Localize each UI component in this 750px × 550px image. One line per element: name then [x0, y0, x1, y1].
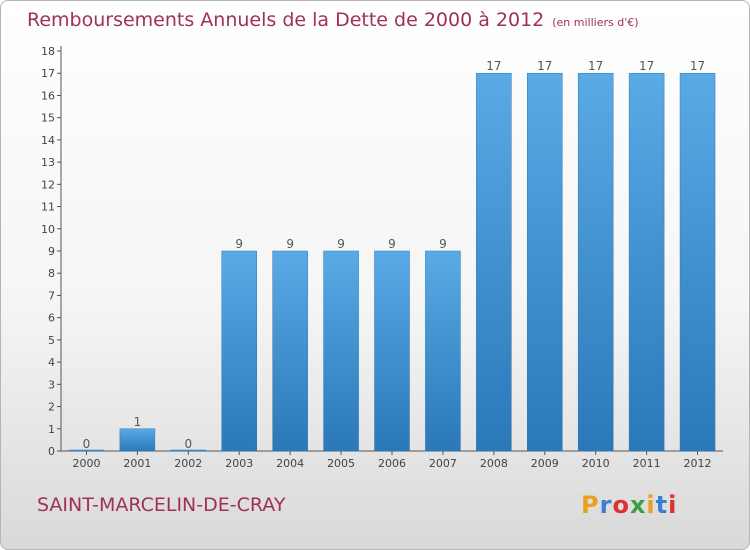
bar-2006: [374, 250, 410, 452]
y-tick-label: 1: [48, 423, 55, 436]
y-tick-label: 16: [41, 89, 55, 102]
x-tick-label: 2011: [633, 457, 661, 470]
y-tick-label: 17: [41, 67, 55, 80]
y-tick-label: 2: [48, 401, 55, 414]
y-tick-label: 10: [41, 223, 55, 236]
data-label-2000: 0: [83, 437, 91, 451]
commune-name: SAINT-MARCELIN-DE-CRAY: [37, 494, 286, 516]
chart-data-labels: 0 1 0 9 9 9 9 9 17 17 17 17 17: [83, 59, 706, 451]
bar-2005: [323, 250, 359, 452]
logo-letter: r: [599, 491, 613, 519]
logo-letter: t: [655, 491, 669, 519]
data-label-2010: 17: [588, 59, 603, 73]
data-label-2008: 17: [486, 59, 501, 73]
bar-2001: [119, 428, 156, 452]
x-tick-label: 2007: [429, 457, 457, 470]
bar-2007: [425, 250, 461, 452]
x-tick-label: 2008: [480, 457, 508, 470]
data-label-2011: 17: [639, 59, 654, 73]
bar-2004: [272, 250, 308, 452]
x-tick-label: 2012: [684, 457, 712, 470]
data-label-2004: 9: [286, 237, 294, 251]
proxiti-logo: Proxiti: [581, 491, 677, 519]
x-tick-label: 2003: [225, 457, 253, 470]
y-tick-label: 14: [41, 134, 55, 147]
logo-letter: P: [581, 491, 600, 519]
y-tick-label: 6: [48, 312, 55, 325]
x-tick-label: 2005: [327, 457, 355, 470]
x-tick-label: 2004: [276, 457, 304, 470]
bar-2000: [68, 449, 105, 452]
bar-2009: [527, 72, 563, 452]
data-label-2007: 9: [439, 237, 447, 251]
y-tick-label: 0: [48, 445, 55, 458]
y-tick-label: 8: [48, 267, 55, 280]
data-label-2006: 9: [388, 237, 396, 251]
bar-2002: [170, 449, 207, 452]
x-tick-label: 2002: [174, 457, 202, 470]
chart-title-text: Remboursements Annuels de la Dette de 20…: [27, 9, 545, 31]
x-tick-label: 2001: [123, 457, 151, 470]
data-label-2001: 1: [134, 415, 142, 429]
logo-letter: x: [629, 491, 647, 519]
logo-letter: i: [646, 491, 656, 519]
data-label-2009: 17: [537, 59, 552, 73]
y-tick-label: 4: [48, 356, 55, 369]
y-tick-label: 15: [41, 112, 55, 125]
data-label-2002: 0: [184, 437, 192, 451]
x-tick-label: 2006: [378, 457, 406, 470]
x-tick-label: 2009: [531, 457, 559, 470]
bar-2010: [577, 72, 614, 452]
x-tick-label: 2010: [582, 457, 610, 470]
chart-bars: [68, 72, 716, 452]
bar-2011: [628, 72, 665, 452]
y-tick-label: 12: [41, 178, 55, 191]
chart-unit: (en milliers d'€): [552, 16, 639, 29]
bar-2003: [221, 250, 257, 452]
bar-2008: [476, 72, 512, 452]
data-label-2005: 9: [337, 237, 345, 251]
y-tick-label: 3: [48, 378, 55, 391]
data-label-2012: 17: [690, 59, 705, 73]
y-tick-label: 9: [48, 245, 55, 258]
bar-2012: [679, 72, 716, 452]
y-tick-label: 11: [41, 201, 55, 214]
y-tick-label: 18: [41, 45, 55, 58]
y-tick-label: 5: [48, 334, 55, 347]
data-label-2003: 9: [235, 237, 243, 251]
logo-letter: o: [612, 491, 630, 519]
x-tick-label: 2000: [72, 457, 100, 470]
y-tick-label: 7: [48, 289, 55, 302]
y-tick-label: 13: [41, 156, 55, 169]
chart-title: Remboursements Annuels de la Dette de 20…: [27, 9, 639, 31]
logo-letter: i: [668, 491, 678, 519]
